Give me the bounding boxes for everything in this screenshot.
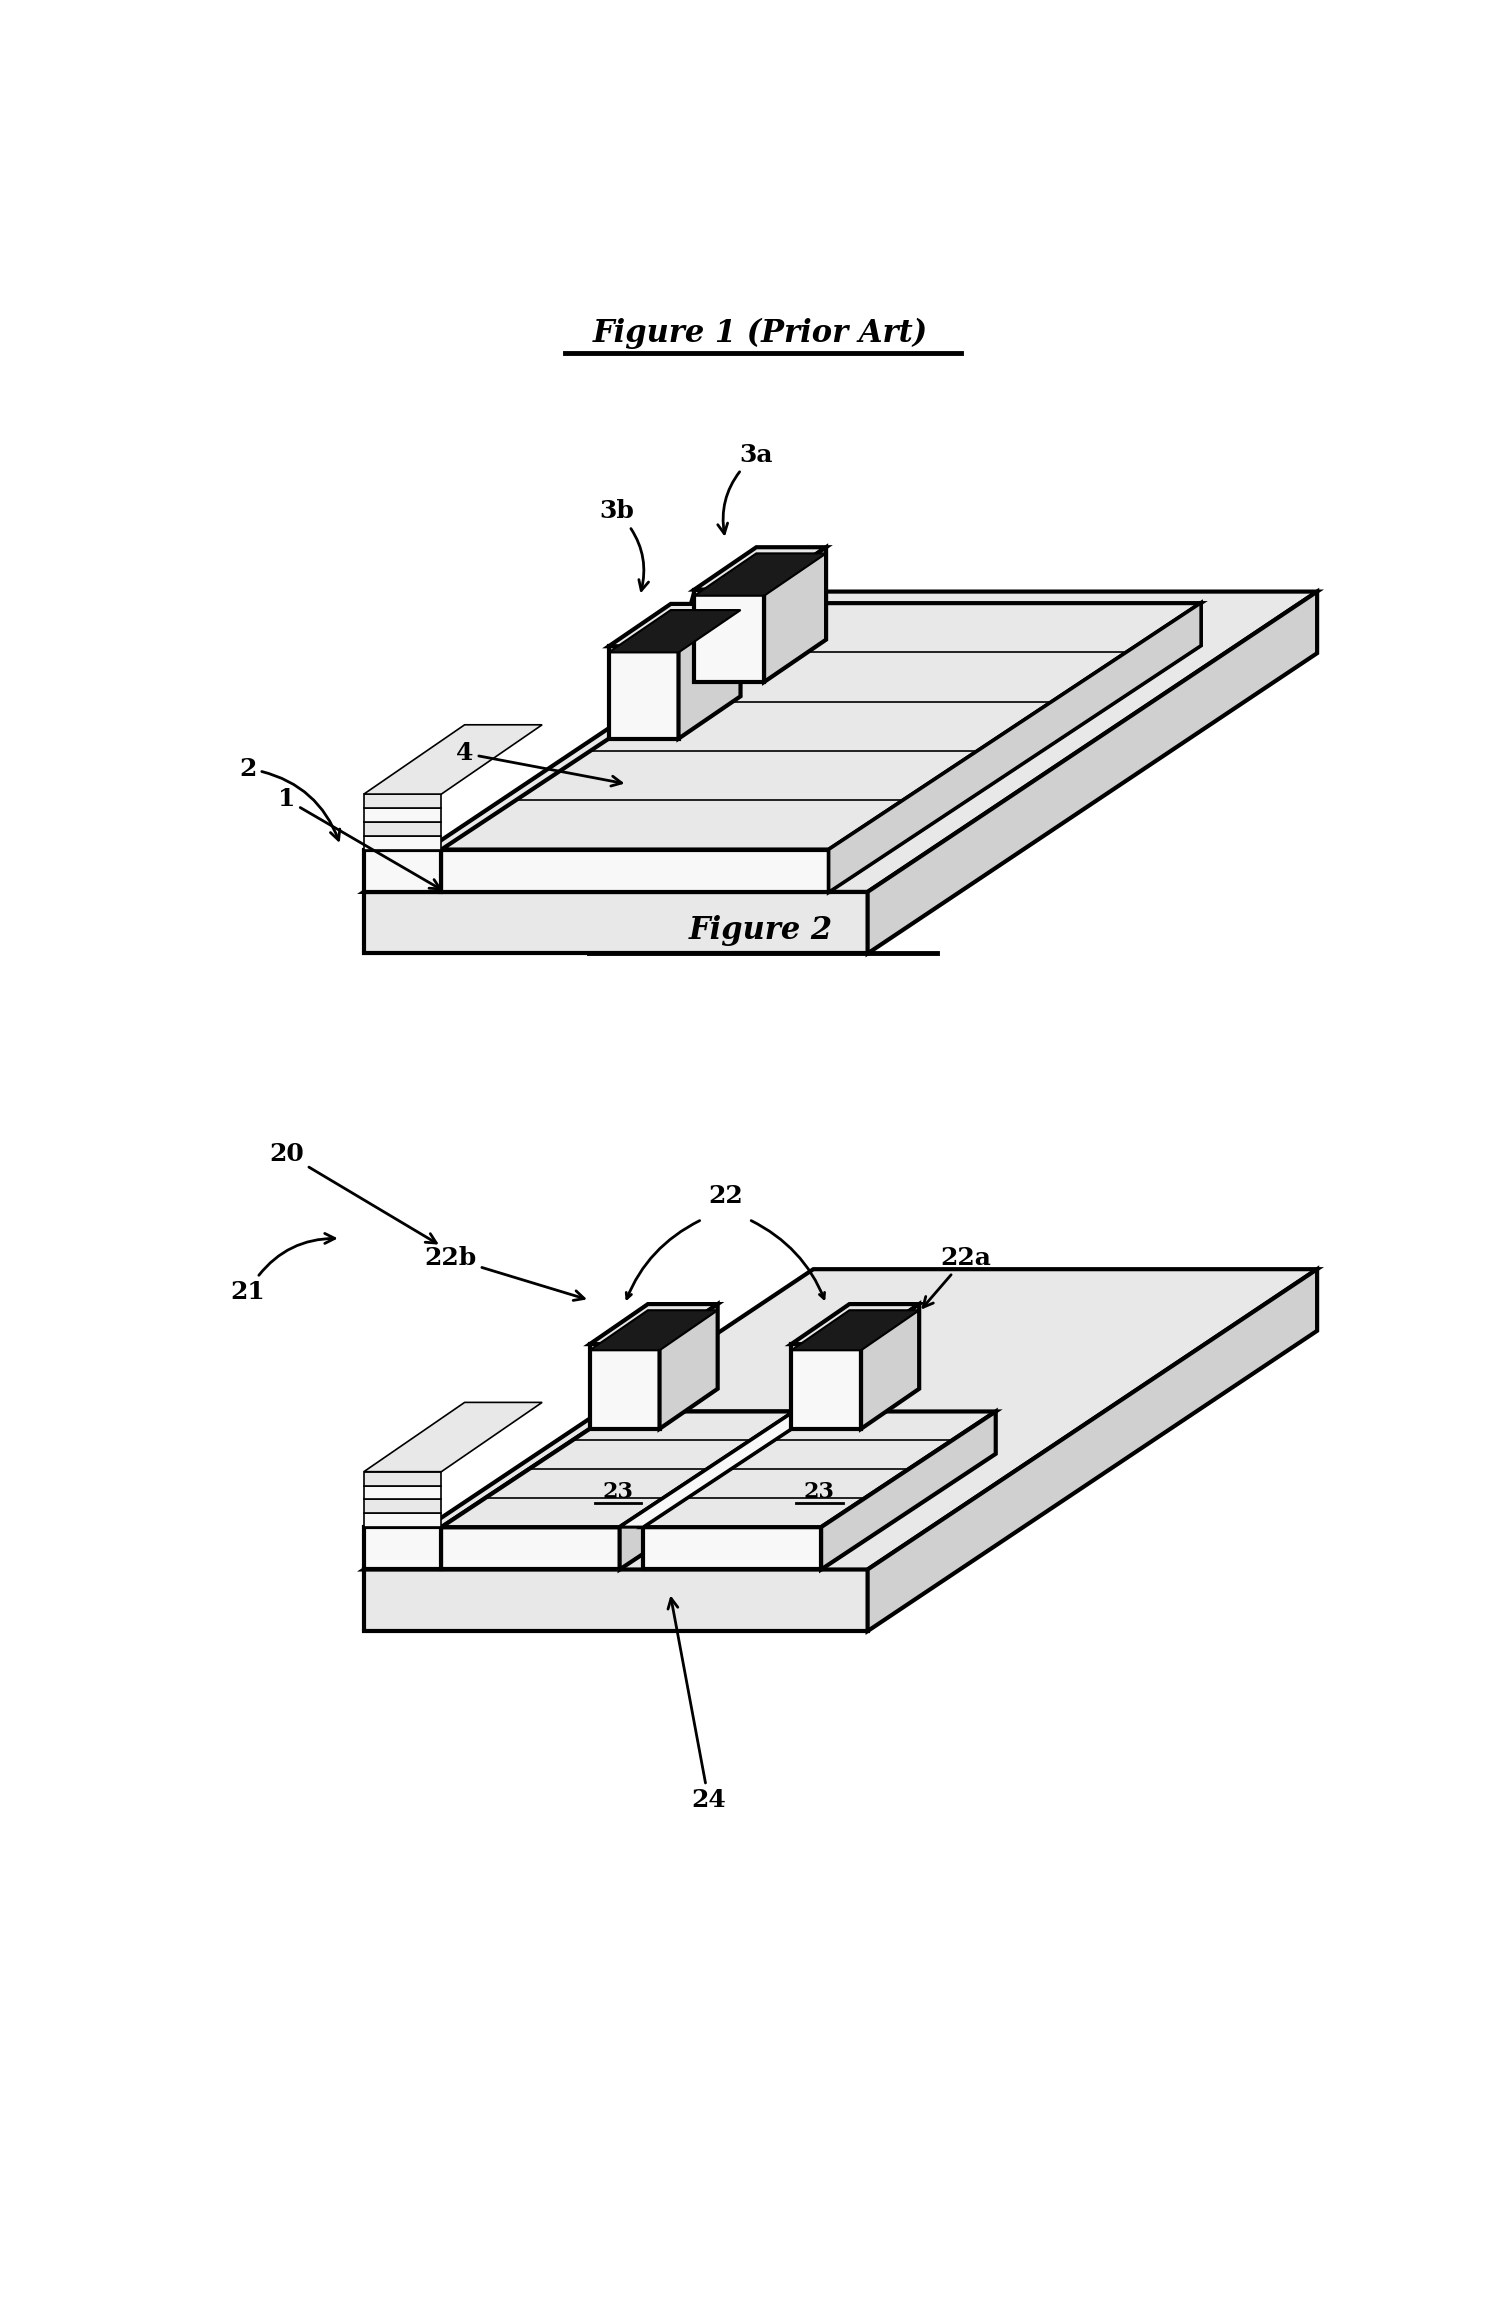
- Text: 22a: 22a: [924, 1246, 990, 1308]
- Polygon shape: [829, 602, 1201, 892]
- Polygon shape: [619, 1412, 817, 1527]
- Polygon shape: [867, 1269, 1317, 1630]
- Polygon shape: [609, 609, 741, 653]
- Polygon shape: [364, 793, 441, 807]
- Polygon shape: [364, 1485, 441, 1499]
- Polygon shape: [792, 1304, 919, 1345]
- Polygon shape: [364, 821, 441, 835]
- Polygon shape: [441, 1412, 794, 1527]
- Polygon shape: [679, 605, 741, 738]
- Polygon shape: [364, 1513, 441, 1527]
- Polygon shape: [695, 589, 765, 683]
- Polygon shape: [364, 1402, 542, 1471]
- Polygon shape: [364, 1570, 867, 1630]
- Polygon shape: [829, 602, 1201, 892]
- Text: Figure 2: Figure 2: [689, 915, 833, 945]
- Text: 20: 20: [269, 1143, 437, 1244]
- Polygon shape: [590, 1310, 717, 1350]
- Text: 2: 2: [239, 756, 340, 839]
- Polygon shape: [364, 851, 441, 892]
- Polygon shape: [643, 1412, 996, 1527]
- Polygon shape: [643, 1527, 821, 1570]
- Polygon shape: [821, 1412, 996, 1570]
- Text: 23: 23: [803, 1481, 835, 1504]
- Text: 22b: 22b: [425, 1246, 584, 1301]
- Polygon shape: [364, 835, 441, 851]
- Polygon shape: [867, 591, 1317, 954]
- Text: 23: 23: [603, 1481, 633, 1504]
- Polygon shape: [441, 1527, 619, 1570]
- Polygon shape: [861, 1304, 919, 1428]
- Polygon shape: [364, 724, 542, 793]
- Text: 3a: 3a: [717, 444, 774, 533]
- Polygon shape: [364, 1527, 441, 1570]
- Polygon shape: [441, 1412, 794, 1527]
- Polygon shape: [695, 554, 826, 595]
- Polygon shape: [695, 547, 826, 589]
- Polygon shape: [609, 646, 679, 738]
- Text: Figure 1 (Prior Art): Figure 1 (Prior Art): [593, 317, 928, 349]
- Polygon shape: [765, 547, 826, 683]
- Polygon shape: [364, 892, 867, 954]
- Polygon shape: [679, 589, 695, 738]
- Text: 24: 24: [668, 1598, 726, 1812]
- Polygon shape: [590, 1345, 659, 1428]
- Polygon shape: [364, 591, 1317, 892]
- Polygon shape: [441, 851, 829, 892]
- Text: 21: 21: [230, 1235, 334, 1304]
- Text: 4: 4: [456, 740, 622, 786]
- Polygon shape: [609, 605, 741, 646]
- Text: 3b: 3b: [598, 499, 649, 591]
- Text: 1: 1: [278, 789, 440, 890]
- Polygon shape: [364, 807, 441, 821]
- Polygon shape: [792, 1310, 919, 1350]
- Polygon shape: [619, 1412, 794, 1570]
- Polygon shape: [441, 602, 1201, 851]
- Polygon shape: [364, 1269, 1317, 1570]
- Polygon shape: [590, 1304, 717, 1345]
- Polygon shape: [364, 1499, 441, 1513]
- Text: 22: 22: [708, 1184, 742, 1209]
- Polygon shape: [659, 1304, 717, 1428]
- Polygon shape: [364, 1471, 441, 1485]
- Polygon shape: [792, 1345, 861, 1428]
